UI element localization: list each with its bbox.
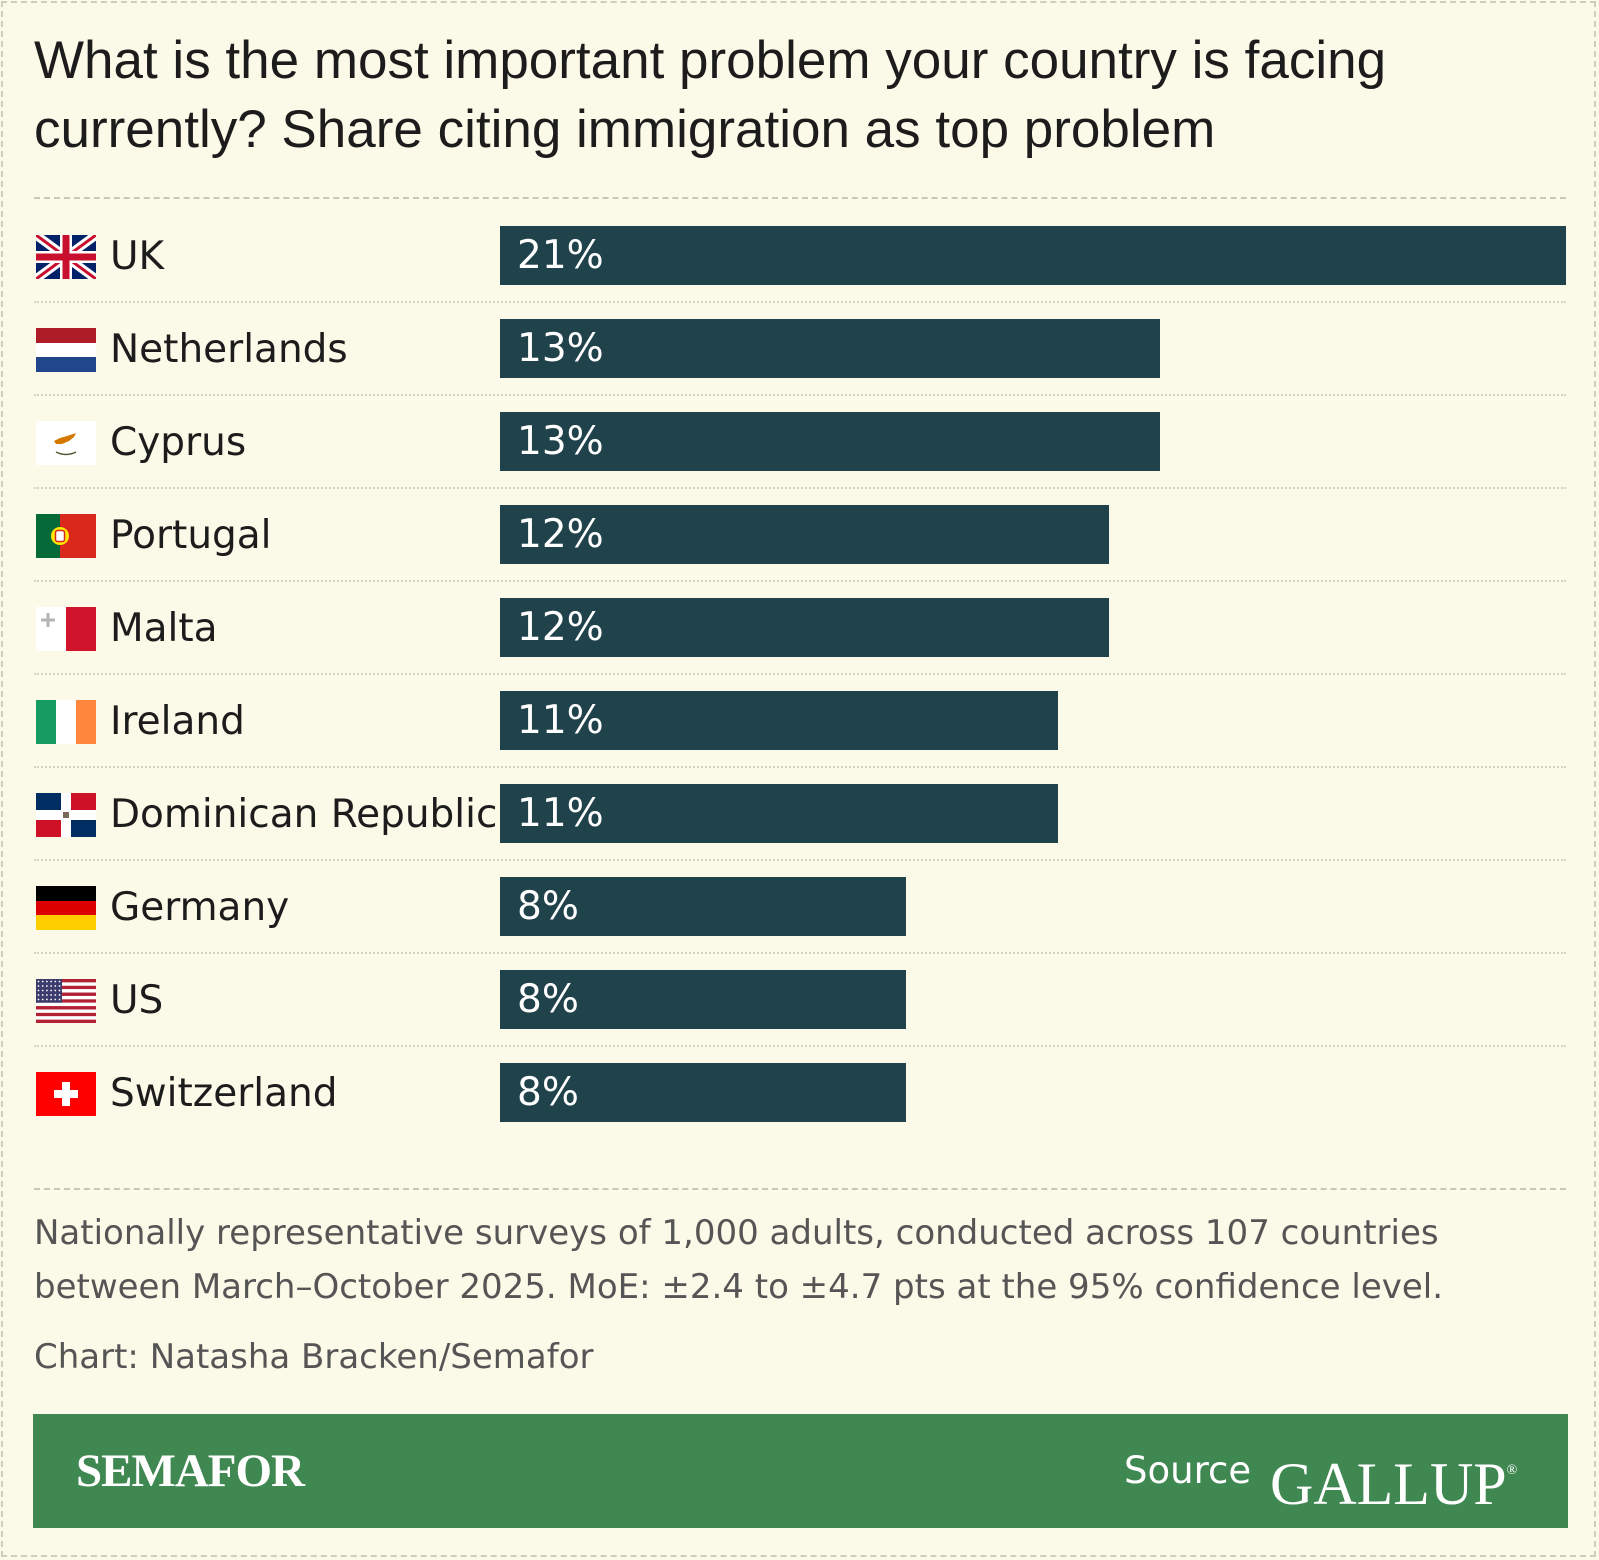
uk-flag-icon [36,234,96,279]
chart-credit: Chart: Natasha Bracken/Semafor [34,1337,594,1377]
source-label: Source [1124,1449,1252,1492]
bar: 13% [500,412,1160,471]
netherlands-flag-icon [36,327,96,372]
bar: 12% [500,505,1110,564]
category-label: Portugal [110,513,272,558]
chart-title: What is the most important problem your … [34,31,1387,159]
cyprus-flag-icon [36,420,96,465]
row-separator [34,394,1566,396]
row-separator [34,952,1566,954]
row-separator [34,673,1566,675]
methodology-note: Nationally representative surveys of 1,0… [34,1213,1444,1307]
data-label: 12% [517,605,604,650]
gallup-wordmark: GALLUP [1270,1451,1507,1517]
category-label: Dominican Republic [110,792,498,837]
semafor-logo: SEMAFOR [76,1445,305,1497]
category-label: UK [110,234,165,279]
notes-divider [34,1188,1566,1190]
germany-flag-icon [36,885,96,930]
bar: 21% [500,226,1566,285]
chart-row: UK 21% [34,210,1566,303]
row-separator [34,580,1566,582]
bar: 8% [500,970,907,1029]
portugal-flag-icon [36,513,96,558]
row-separator [34,301,1566,303]
bar: 13% [500,319,1160,378]
row-separator [34,1045,1566,1047]
row-separator [34,487,1566,489]
title-divider [34,197,1566,199]
bar: 8% [500,877,907,936]
bar: 12% [500,598,1110,657]
data-label: 13% [517,419,604,464]
chart-row: Germany 8% [34,861,1566,954]
category-label: Germany [110,885,290,930]
data-label: 13% [517,326,604,371]
data-label: 11% [517,698,604,743]
chart-row: US 8% [34,954,1566,1047]
category-label: Netherlands [110,327,348,372]
chart-row: Switzerland 8% [34,1047,1566,1140]
data-label: 8% [517,884,579,929]
row-separator [34,859,1566,861]
bar: 11% [500,784,1059,843]
category-label: Switzerland [110,1071,338,1116]
category-label: Malta [110,606,218,651]
chart-row: Malta 12% [34,582,1566,675]
data-label: 8% [517,977,579,1022]
dominican-republic-flag-icon [36,792,96,837]
category-label: Ireland [110,699,245,744]
footer-bar: SEMAFOR Source GALLUP® [33,1414,1568,1528]
data-label: 11% [517,791,604,836]
bar: 11% [500,691,1059,750]
row-separator [34,766,1566,768]
chart-row: Netherlands 13% [34,303,1566,396]
chart-row: Ireland 11% [34,675,1566,768]
data-label: 21% [517,233,604,278]
chart-row: Dominican Republic 11% [34,768,1566,861]
gallup-logo: GALLUP® [1270,1414,1517,1541]
data-label: 12% [517,512,604,557]
registered-mark: ® [1506,1463,1518,1478]
chart-row: Portugal 12% [34,489,1566,582]
chart-row: Cyprus 13% [34,396,1566,489]
malta-flag-icon [36,606,96,651]
data-label: 8% [517,1070,579,1115]
us-flag-icon [36,978,96,1023]
bar: 8% [500,1063,907,1122]
switzerland-flag-icon [36,1071,96,1116]
ireland-flag-icon [36,699,96,744]
category-label: Cyprus [110,420,247,465]
category-label: US [110,978,164,1023]
